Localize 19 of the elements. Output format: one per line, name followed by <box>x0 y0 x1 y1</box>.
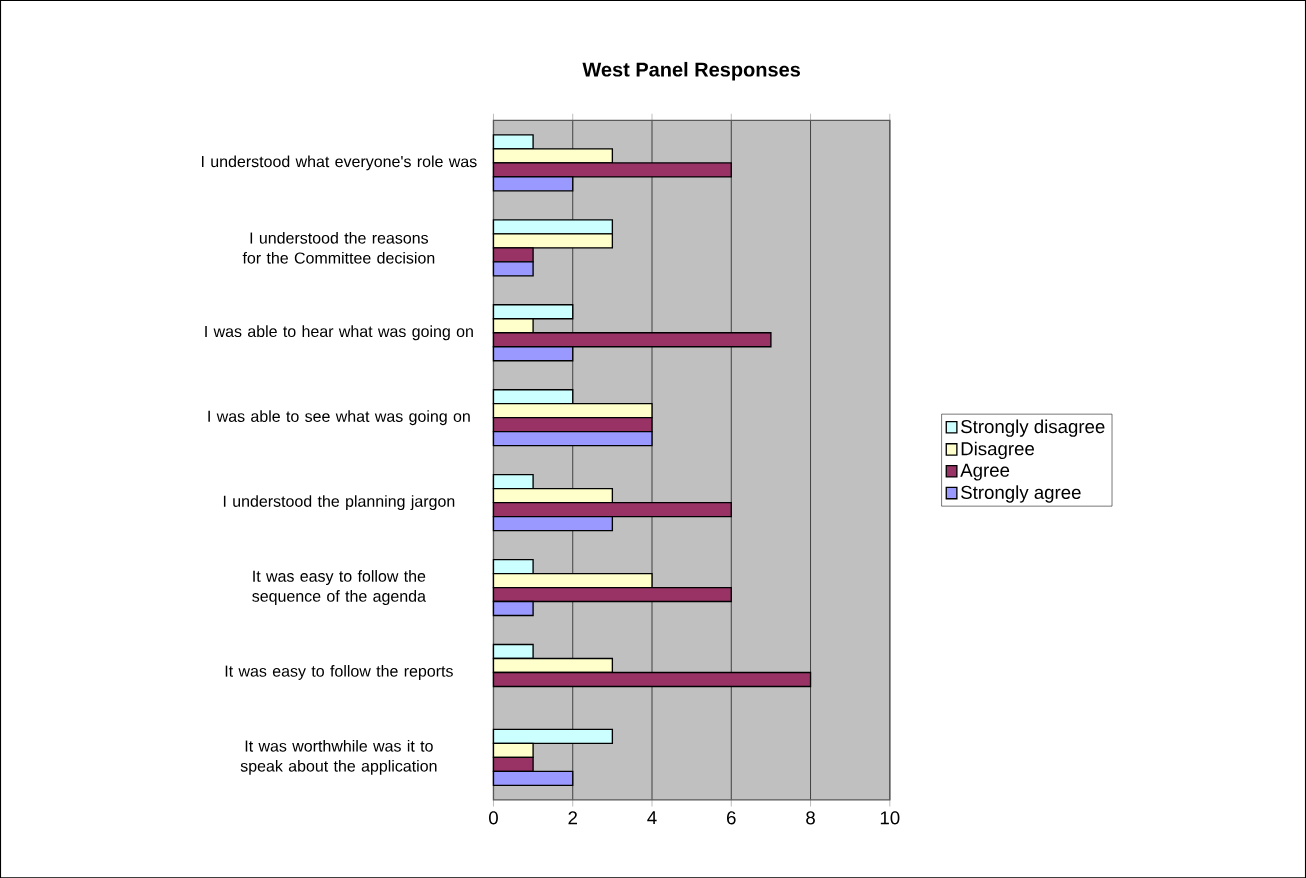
legend-label: Strongly disagree <box>961 419 1105 437</box>
y-tick-label: I understood what everyone's role was <box>201 155 477 171</box>
y-tick-label: It was worthwhile was it to speak about the application <box>240 739 437 775</box>
x-tick-label: 2 <box>568 811 577 825</box>
legend-label: Strongly agree <box>961 485 1081 503</box>
x-tick-label: 4 <box>647 811 657 824</box>
x-tick-label: 6 <box>727 811 736 825</box>
y-tick-label: I was able to see what was going on <box>208 410 470 425</box>
y-tick-label: It was easy to follow the reports <box>225 664 453 680</box>
y-tick-label: I was able to hear what was going on <box>205 325 473 341</box>
y-tick-label: I understood the reasons for the Committee decision <box>242 231 435 264</box>
x-tick-label: 0 <box>489 811 498 825</box>
x-tick-label: 8 <box>806 811 815 825</box>
x-tick-label: 10 <box>880 811 900 825</box>
legend-label: Agree <box>960 463 1010 481</box>
y-tick-label: It was easy to follow the sequence of the agenda <box>252 569 426 605</box>
chart-title: West Panel Responses <box>582 61 800 81</box>
legend-label: Disagree <box>961 441 1035 459</box>
y-tick-label: I understood the planning jargon <box>223 495 455 510</box>
